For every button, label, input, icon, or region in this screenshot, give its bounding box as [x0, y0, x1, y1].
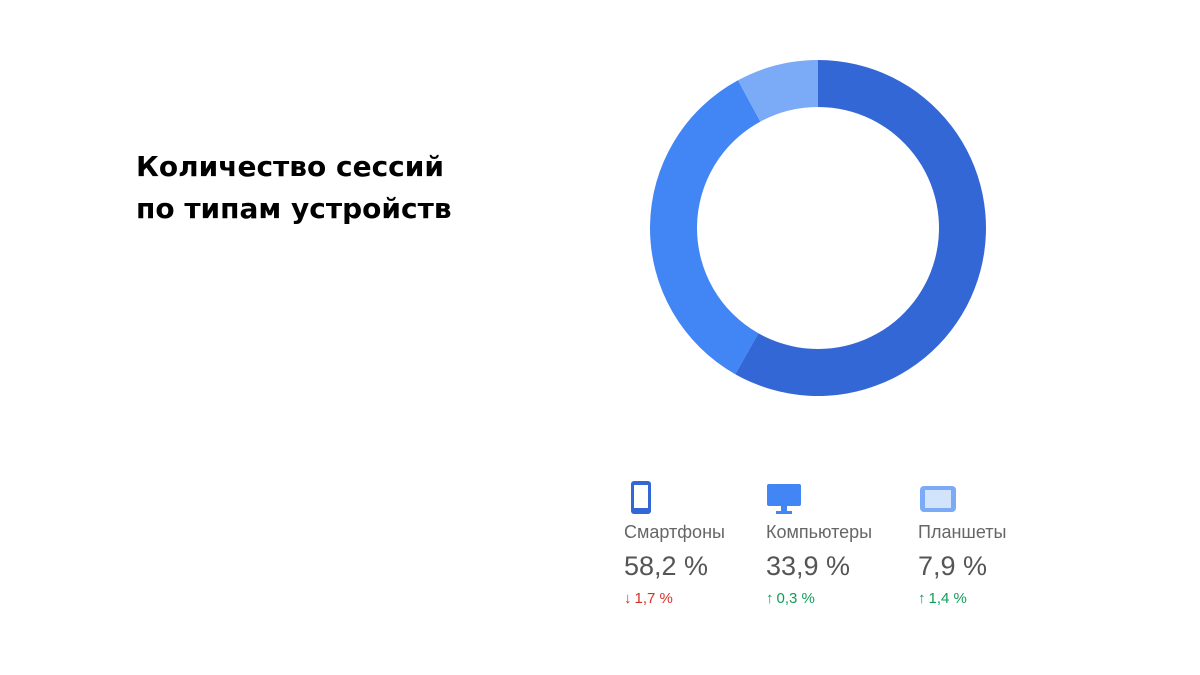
legend-item-computers[interactable]: Компьютеры 33,9 % ↑ 0,3 % — [766, 478, 916, 607]
legend-value-smartphones: 58,2 % — [624, 551, 709, 581]
legend-change-value-smartphones: 1,7 % — [634, 590, 673, 607]
desktop-icon — [767, 484, 801, 514]
donut-slice-tablets[interactable] — [737, 60, 818, 122]
legend-change-value-tablets: 1,4 % — [928, 590, 967, 607]
legend: Смартфоны 58,2 % ↓ 1,7 % Компьютеры 33,9 … — [0, 478, 1200, 628]
legend-item-smartphones[interactable]: Смартфоны 58,2 % ↓ 1,7 % — [624, 478, 774, 607]
donut-slice-smartphones[interactable] — [735, 60, 987, 397]
chart-title-line-2: по типам устройств — [136, 192, 452, 225]
chart-title: Количество сессий по типам устройств — [136, 146, 516, 230]
arrow-up-icon: ↑ — [918, 590, 926, 607]
legend-item-tablets[interactable]: Планшеты 7,9 % ↑ 1,4 % — [918, 478, 1068, 607]
arrow-up-icon: ↑ — [766, 590, 774, 607]
legend-change-tablets: ↑ 1,4 % — [918, 590, 1068, 607]
legend-label-computers: Компьютеры — [766, 522, 873, 542]
legend-change-value-computers: 0,3 % — [776, 590, 815, 607]
legend-change-computers: ↑ 0,3 % — [766, 590, 916, 607]
legend-label-tablets: Планшеты — [918, 522, 1007, 542]
legend-change-smartphones: ↓ 1,7 % — [624, 590, 774, 607]
legend-label-smartphones: Смартфоны — [624, 522, 725, 542]
tablet-icon — [920, 486, 956, 512]
legend-value-computers: 33,9 % — [766, 551, 851, 581]
donut-slice-computers[interactable] — [650, 80, 761, 375]
smartphone-icon — [631, 481, 651, 514]
donut-chart — [650, 60, 987, 397]
legend-value-tablets: 7,9 % — [918, 551, 988, 581]
arrow-down-icon: ↓ — [624, 590, 632, 607]
chart-title-line-1: Количество сессий — [136, 150, 445, 183]
